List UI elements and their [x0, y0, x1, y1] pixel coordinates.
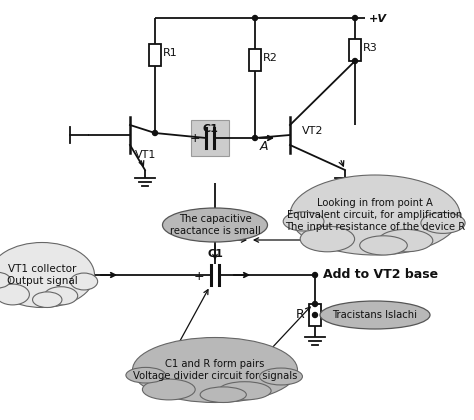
FancyBboxPatch shape — [309, 304, 321, 326]
Ellipse shape — [200, 387, 246, 402]
Ellipse shape — [126, 368, 165, 383]
Ellipse shape — [320, 301, 430, 329]
Circle shape — [312, 312, 318, 318]
Text: A: A — [260, 140, 268, 153]
Ellipse shape — [378, 229, 433, 252]
Circle shape — [253, 136, 257, 141]
Text: Tracistans Islachi: Tracistans Islachi — [332, 310, 418, 320]
Ellipse shape — [133, 338, 298, 402]
Text: C1: C1 — [202, 124, 218, 134]
FancyBboxPatch shape — [349, 39, 361, 61]
Text: Looking in from point A
Equivalent circuit, for amplification
The input resistan: Looking in from point A Equivalent circu… — [285, 198, 465, 231]
Ellipse shape — [70, 273, 98, 290]
Ellipse shape — [163, 208, 267, 242]
Text: C1 and R form pairs
Voltage divider circuit for signals: C1 and R form pairs Voltage divider circ… — [133, 359, 297, 381]
Text: VT1 collector
Output signal: VT1 collector Output signal — [7, 264, 77, 286]
Text: R: R — [296, 309, 305, 321]
Text: C1: C1 — [207, 249, 223, 259]
Text: R1: R1 — [163, 48, 178, 58]
Text: The capacitive
reactance is small: The capacitive reactance is small — [170, 214, 260, 236]
Ellipse shape — [421, 213, 465, 234]
Circle shape — [312, 302, 318, 307]
Circle shape — [312, 273, 318, 278]
Ellipse shape — [360, 236, 407, 255]
Ellipse shape — [219, 382, 271, 400]
Ellipse shape — [142, 379, 195, 400]
Ellipse shape — [0, 242, 94, 307]
Circle shape — [353, 16, 357, 21]
FancyBboxPatch shape — [191, 120, 229, 156]
Ellipse shape — [0, 284, 29, 305]
Text: R3: R3 — [363, 43, 378, 53]
Text: Add to VT2 base: Add to VT2 base — [323, 268, 438, 281]
Text: +: + — [194, 270, 204, 283]
FancyBboxPatch shape — [249, 49, 261, 71]
Text: +: + — [190, 132, 201, 145]
Text: VT1: VT1 — [135, 150, 156, 160]
Ellipse shape — [300, 226, 355, 252]
Ellipse shape — [0, 273, 10, 288]
Text: +V: +V — [369, 14, 387, 24]
Ellipse shape — [260, 368, 302, 385]
Ellipse shape — [44, 287, 78, 305]
Circle shape — [153, 131, 157, 136]
FancyBboxPatch shape — [149, 44, 161, 66]
Circle shape — [253, 16, 257, 21]
Circle shape — [88, 273, 92, 278]
Text: VT2: VT2 — [302, 126, 323, 136]
Text: R2: R2 — [263, 53, 278, 63]
Ellipse shape — [290, 175, 460, 255]
Ellipse shape — [283, 212, 324, 231]
Circle shape — [353, 58, 357, 63]
Ellipse shape — [33, 292, 62, 307]
